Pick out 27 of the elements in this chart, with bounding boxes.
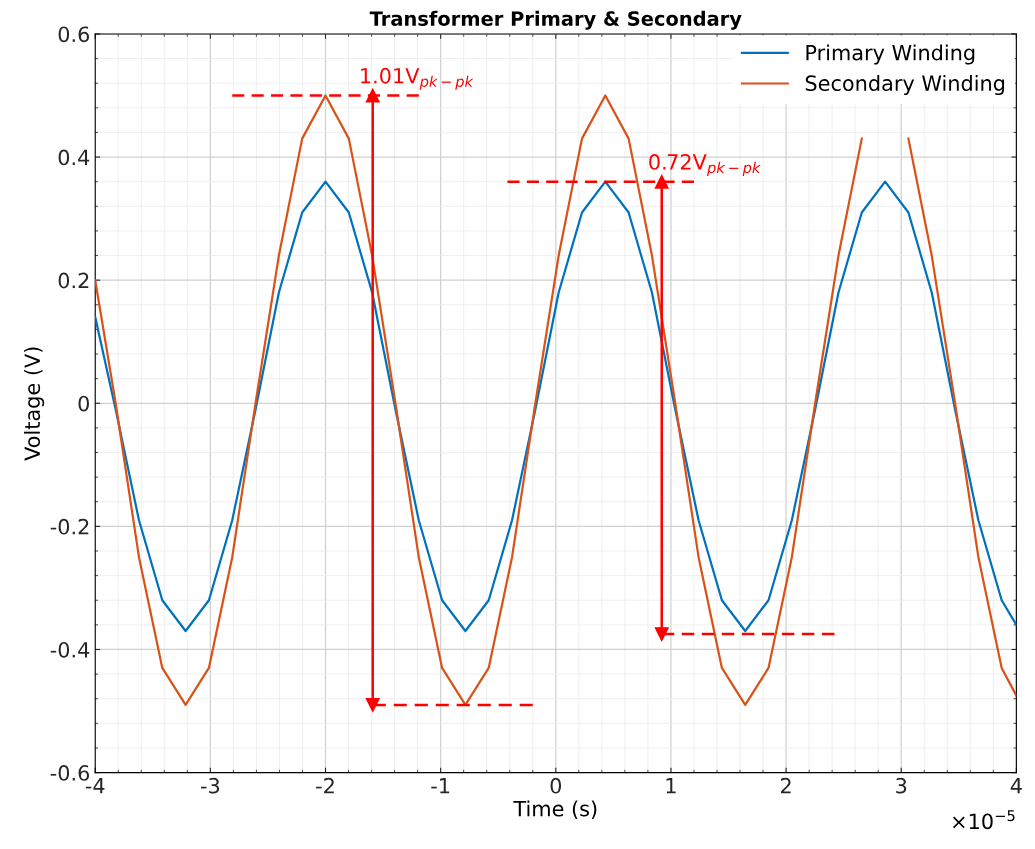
chart-title: Transformer Primary & Secondary [369, 10, 742, 30]
x-tick-label: -1 [431, 778, 450, 794]
x-tick-label: -3 [201, 777, 220, 794]
legend-label: Primary Winding [806, 44, 975, 65]
x-tick-label: 4 [1010, 778, 1022, 794]
y-tick-label: -0.2 [50, 518, 89, 535]
annotation: 1.01V$_{pk−pk}$ [361, 67, 474, 90]
point [365, 697, 380, 712]
y-tick-label: 0 [78, 395, 89, 412]
y-tick-label: -0.4 [50, 641, 90, 658]
x-tick-label: 2 [780, 777, 791, 794]
point [654, 174, 669, 189]
y-tick-label: 0.2 [58, 272, 89, 289]
point [365, 88, 380, 103]
x-tick-label: 3 [896, 777, 907, 794]
text: ×10$^{−5}$ [952, 810, 1015, 830]
x-tick-label: -2 [316, 777, 334, 794]
annotation: 0.72V$_{pk−pk}$ [649, 154, 761, 176]
y-tick-label: 0.6 [58, 26, 90, 43]
x-axis-title: Time (s) [513, 800, 597, 819]
y-axis-title: Voltage (V) [23, 347, 45, 461]
line-series [95, 180, 1017, 633]
x-tick-label: 0 [550, 777, 562, 794]
x-tick-label: 1 [666, 778, 676, 794]
point [654, 627, 669, 642]
y-tick-label: 0.4 [58, 149, 90, 166]
legend-label: Secondary Winding [805, 74, 1005, 96]
